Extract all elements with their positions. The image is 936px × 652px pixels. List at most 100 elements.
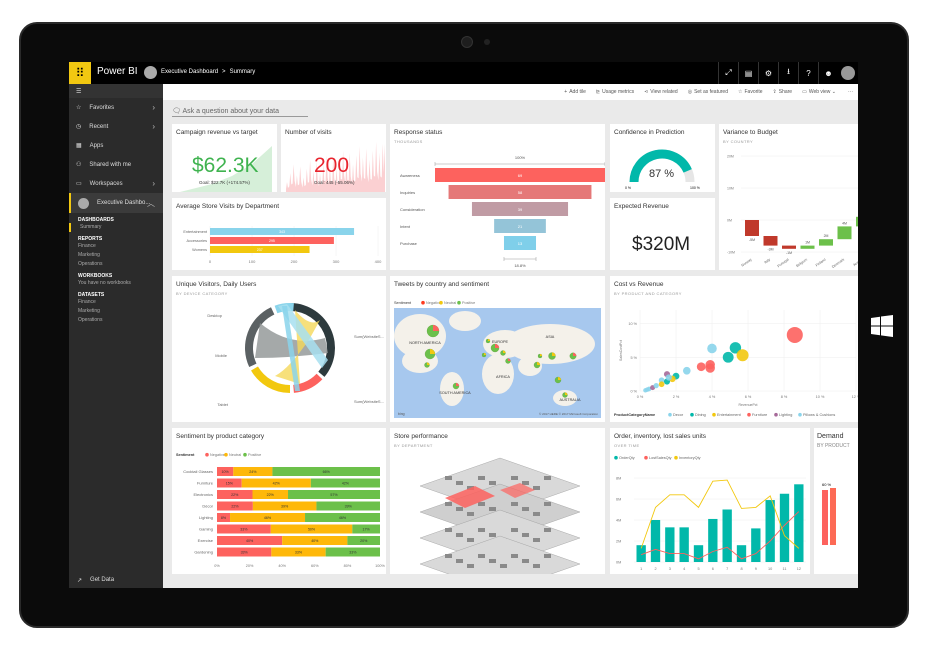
map-pie-slice [558, 377, 561, 380]
x-tick: 80% [344, 564, 352, 568]
tile-unique-visitors[interactable]: Unique Visitors, Daily Users BY DEVICE C… [172, 276, 386, 422]
qna-input[interactable]: 🗨 Ask a question about your data [172, 107, 308, 117]
app-name: Power BI [97, 66, 138, 77]
stacked-bar-segment [288, 490, 380, 499]
sidebar-link[interactable]: Marketing [78, 252, 100, 258]
powerbi-screen: ⠿ Power BI Executive Dashboard > Summary… [69, 62, 858, 588]
map-pie-slice [508, 358, 511, 361]
user-avatar-icon[interactable] [841, 66, 855, 80]
segment-label: 42% [273, 482, 281, 486]
chord-label: Mobile [215, 353, 228, 358]
tile-number-of-visits[interactable]: Number of visits 200 Goal: 445 (-55.06%) [281, 124, 386, 192]
tile-store-performance[interactable]: Store performance BY DEPARTMENT [390, 428, 605, 574]
gauge-max: 100 % [690, 186, 700, 190]
expand-icon[interactable]: ⤢ [718, 62, 738, 84]
sidebar-link[interactable]: Summary [69, 223, 163, 232]
breadcrumb-summary[interactable]: Summary [229, 69, 256, 75]
action-usage-metrics[interactable]: ⊵ Usage metrics [596, 89, 634, 95]
map-chart[interactable]: Sentiment Negative Neutral Positive NORTH AM… [390, 276, 605, 422]
segment-label: 17% [363, 528, 371, 532]
sidebar-item-apps[interactable]: ▦ Apps [69, 136, 163, 155]
tile-tweets-map[interactable]: Tweets by country and sentiment Sentimen… [390, 276, 605, 422]
sidebar-link[interactable]: Finance [78, 299, 96, 305]
sidebar-menu-toggle[interactable]: ☰ [69, 84, 163, 98]
gear-icon[interactable]: ⚙ [758, 62, 778, 84]
download-icon[interactable]: ⭳ [778, 62, 798, 84]
sidebar-link: You have no workbooks [78, 280, 131, 286]
tile-cost-vs-revenue[interactable]: Cost vs Revenue BY PRODUCT AND CATEGORY … [610, 276, 858, 422]
breadcrumb-dashboard[interactable]: Executive Dashboard [161, 69, 219, 75]
action-set-as-featured[interactable]: ◎ Set as featured [688, 89, 728, 95]
store-shelf [478, 554, 485, 558]
scatter-point [653, 382, 659, 389]
sidebar-link[interactable]: Operations [78, 317, 103, 323]
funnel-category: Inquiries [400, 190, 415, 195]
action-[interactable]: ··· [846, 89, 853, 95]
tile-avg-store-visits[interactable]: Average Store Visits by Department 0 100 2… [172, 198, 386, 270]
help-icon[interactable]: ? [798, 62, 818, 84]
map-pie-slice [433, 325, 439, 331]
sidebar-item-workspace[interactable]: Executive Dashbo... ︿ [69, 193, 163, 213]
category-label: Exercise [198, 538, 214, 543]
combo-chart: OrderQty LostSalesQty InventoryQty 0M 2M 4M 6M… [614, 455, 806, 571]
legend-dot [243, 452, 247, 457]
segment-label: 15% [226, 482, 234, 486]
tile-subtitle: THOUSANDS [394, 139, 423, 144]
action-label: Favorite [744, 89, 763, 95]
tile-campaign-revenue[interactable]: Campaign revenue vs target $62.3K Goal: … [172, 124, 277, 192]
chord-ribbon [278, 304, 328, 368]
map-landmass [518, 356, 542, 376]
get-data-button[interactable]: ↗ Get Data [77, 577, 114, 584]
sidebar-item-workspaces[interactable]: ▭ Workspaces › [69, 174, 163, 193]
tile-expected-revenue[interactable]: Expected Revenue $320M [610, 198, 715, 270]
chevron-up-icon[interactable]: ︿ [147, 198, 155, 208]
app-launcher-button[interactable]: ⠿ [69, 62, 91, 84]
chord-arc-websites2 [293, 373, 323, 393]
action-web-view[interactable]: ▭ Web view ⌄ [802, 89, 836, 95]
scatter-point [658, 377, 665, 384]
tile-demand[interactable]: Demand BY PRODUCT 60 % [814, 428, 858, 574]
legend-item: Positive [248, 453, 261, 457]
map-landmass [440, 372, 464, 406]
legend-dot [690, 412, 694, 417]
visits-area [286, 141, 385, 192]
windows-logo-icon[interactable] [871, 315, 893, 337]
sidebar-item-label: Workspaces [89, 180, 123, 187]
legend-item: Lighting [779, 413, 792, 417]
camera [461, 36, 473, 48]
tile-title: Tweets by country and sentiment [394, 281, 490, 288]
funnel-top-bracket [434, 162, 605, 166]
tile-order-inventory[interactable]: Order, inventory, lost sales units OVER … [610, 428, 810, 574]
sidebar-item-shared-with-me[interactable]: ⚇ Shared with me [69, 155, 163, 174]
sidebar-item-favorites[interactable]: ☆ Favorites › [69, 98, 163, 117]
comment-icon[interactable]: ▤ [738, 62, 758, 84]
sidebar-link[interactable]: Marketing [78, 308, 100, 314]
bar [210, 246, 310, 253]
x-tick: 4 [683, 567, 685, 571]
kpi-goal: Goal: $22.7K (+174.57%) [199, 180, 250, 185]
sensor [484, 39, 490, 45]
tile-confidence[interactable]: Confidence in Prediction 87 % 0 % 100 % [610, 124, 715, 192]
data-label: 4M [842, 221, 847, 225]
tile-response-status[interactable]: Response status THOUSANDS 100% 69 Awarenes… [390, 124, 605, 270]
store-shelf [478, 528, 485, 532]
gauge-chart [629, 149, 695, 183]
category-label: Electronics [193, 492, 213, 497]
sidebar-item-recent[interactable]: ◷ Recent › [69, 117, 163, 136]
tile-variance-to-budget[interactable]: Variance to Budget BY COUNTRY 20M 10M 0M -1… [719, 124, 858, 270]
action-favorite[interactable]: ☆ Favorite [738, 89, 763, 95]
action-add-tile[interactable]: + Add tile [564, 89, 586, 95]
chevron-right-icon: › [152, 122, 155, 131]
stacked-bar-chart: Sentiment Negative Neutral Positive Cocktail… [176, 452, 385, 568]
category-label: Gardening [194, 550, 213, 555]
action-view-related[interactable]: ⋖ View related [644, 89, 678, 95]
action-share[interactable]: ⇪ Share [773, 89, 793, 95]
tile-sentiment[interactable]: Sentiment by product category Sentiment N… [172, 428, 386, 574]
x-tick: 60% [311, 564, 319, 568]
sidebar-link[interactable]: Finance [78, 243, 96, 249]
map-pie-slice [488, 339, 490, 341]
map-landmass [449, 311, 481, 331]
smiley-icon[interactable]: ☻ [818, 62, 838, 84]
sidebar-link[interactable]: Operations [78, 261, 103, 267]
stacked-bar-segment [310, 478, 380, 488]
